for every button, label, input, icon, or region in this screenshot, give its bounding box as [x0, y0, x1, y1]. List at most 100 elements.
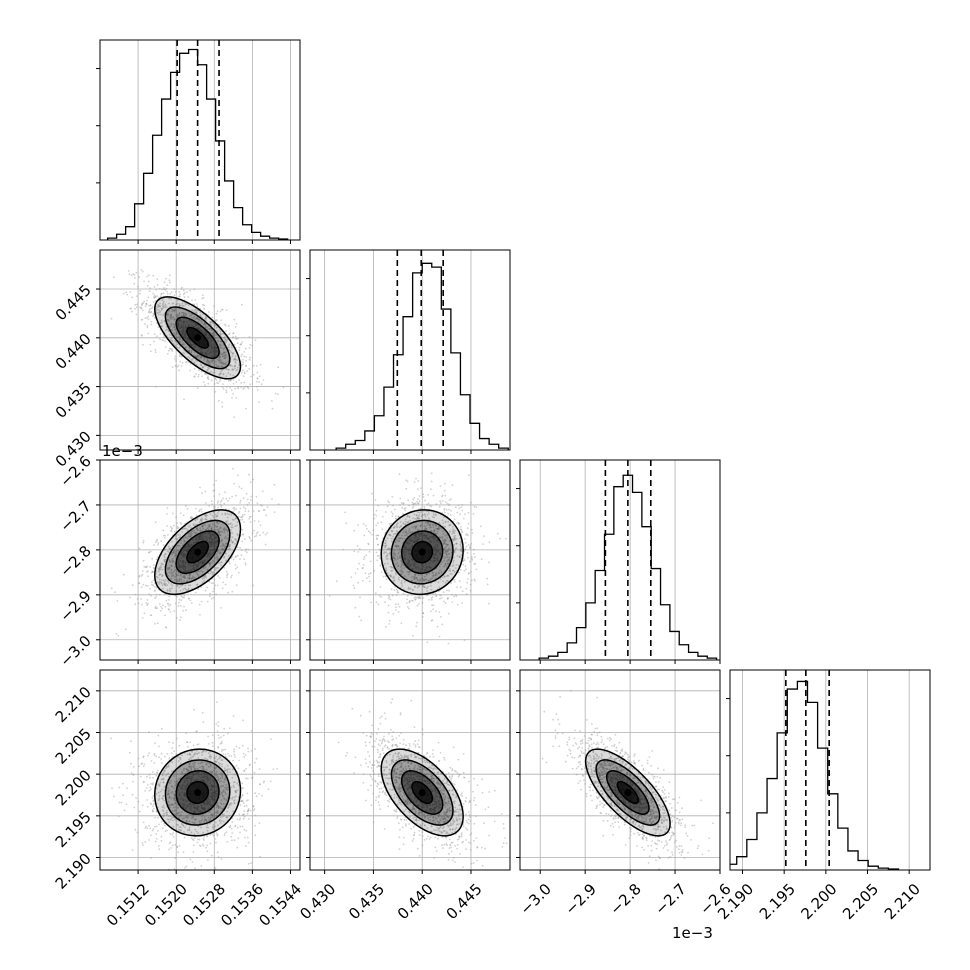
sample-point	[130, 307, 132, 310]
sample-point	[249, 515, 252, 518]
sample-point	[427, 512, 430, 515]
sample-point	[180, 329, 183, 332]
sample-point	[212, 572, 214, 574]
sample-point	[422, 493, 425, 496]
sample-point	[163, 580, 166, 583]
sample-point	[221, 587, 224, 590]
sample-point	[201, 313, 204, 316]
sample-point	[182, 351, 184, 354]
sample-point	[405, 532, 408, 535]
sample-point	[175, 578, 178, 581]
sample-point	[192, 564, 195, 567]
sample-point	[221, 332, 224, 335]
sample-point	[436, 625, 439, 628]
sample-point	[214, 542, 217, 545]
sample-point	[258, 510, 261, 512]
sample-point	[141, 304, 143, 307]
y-tick-label: 0.435	[52, 379, 95, 422]
sample-point	[177, 778, 180, 781]
sample-point	[414, 585, 416, 588]
sample-point	[412, 589, 414, 591]
sample-point	[217, 382, 220, 385]
sample-point	[144, 323, 146, 325]
sample-point	[190, 314, 192, 317]
sample-point	[116, 600, 119, 602]
sample-point	[140, 306, 143, 309]
sample-point	[203, 322, 206, 325]
sample-point	[185, 821, 188, 823]
sample-point	[193, 541, 195, 544]
sample-point	[220, 499, 223, 502]
sample-point	[146, 604, 148, 606]
sample-point	[227, 555, 230, 557]
sample-point	[399, 504, 401, 506]
sample-point	[187, 589, 190, 591]
sample-point	[235, 369, 238, 372]
sample-point	[189, 320, 191, 323]
sample-point	[369, 531, 372, 534]
sample-point	[444, 521, 447, 523]
sample-point	[251, 344, 254, 347]
sample-point	[442, 591, 445, 594]
sample-point	[176, 331, 178, 333]
sample-point	[186, 783, 189, 786]
sample-point	[197, 762, 200, 765]
sample-point	[188, 574, 190, 577]
sample-point	[402, 522, 405, 524]
sample-point	[164, 614, 166, 617]
sample-point	[393, 589, 396, 592]
sample-point	[415, 525, 417, 528]
sample-point	[209, 337, 212, 340]
sample-point	[163, 822, 165, 825]
sample-point	[399, 521, 402, 523]
sample-point	[153, 314, 155, 316]
sample-point	[185, 320, 188, 323]
sample-point	[168, 547, 171, 550]
sample-point	[252, 584, 255, 587]
sample-point	[212, 343, 214, 346]
sample-point	[178, 340, 181, 343]
sample-point	[210, 343, 212, 345]
sample-point	[449, 531, 451, 533]
sample-point	[156, 622, 159, 625]
sample-point	[174, 554, 177, 557]
sample-point	[143, 300, 145, 303]
sample-point	[187, 303, 190, 306]
sample-point	[407, 532, 410, 535]
sample-point	[163, 559, 165, 561]
sample-point	[449, 530, 451, 532]
sample-point	[361, 579, 364, 582]
sample-point	[208, 779, 211, 782]
sample-point	[196, 573, 199, 575]
sample-point	[204, 490, 207, 493]
sample-point	[174, 358, 176, 360]
sample-point	[231, 495, 234, 498]
sample-point	[235, 555, 238, 558]
sample-point	[175, 809, 177, 812]
sample-point	[233, 358, 235, 361]
sample-point	[434, 514, 437, 517]
sample-point	[402, 531, 405, 534]
sample-point	[436, 551, 439, 553]
sample-point	[177, 319, 180, 322]
sample-point	[172, 560, 174, 563]
sample-point	[206, 600, 209, 603]
sample-point	[425, 579, 428, 581]
sample-point	[170, 348, 173, 351]
sample-point	[201, 533, 204, 535]
sample-point	[216, 802, 219, 804]
sample-point	[445, 565, 448, 568]
sample-point	[406, 521, 409, 524]
sample-point	[412, 498, 414, 501]
sample-point	[178, 313, 180, 316]
sample-point	[146, 326, 149, 329]
sample-point	[222, 789, 225, 791]
sample-point	[414, 534, 417, 537]
sample-point	[438, 528, 440, 531]
sample-point	[196, 517, 199, 520]
sample-point	[186, 817, 189, 819]
sample-point	[390, 540, 393, 543]
sample-point	[413, 564, 415, 567]
sample-point	[168, 605, 171, 607]
sample-point	[192, 357, 194, 360]
